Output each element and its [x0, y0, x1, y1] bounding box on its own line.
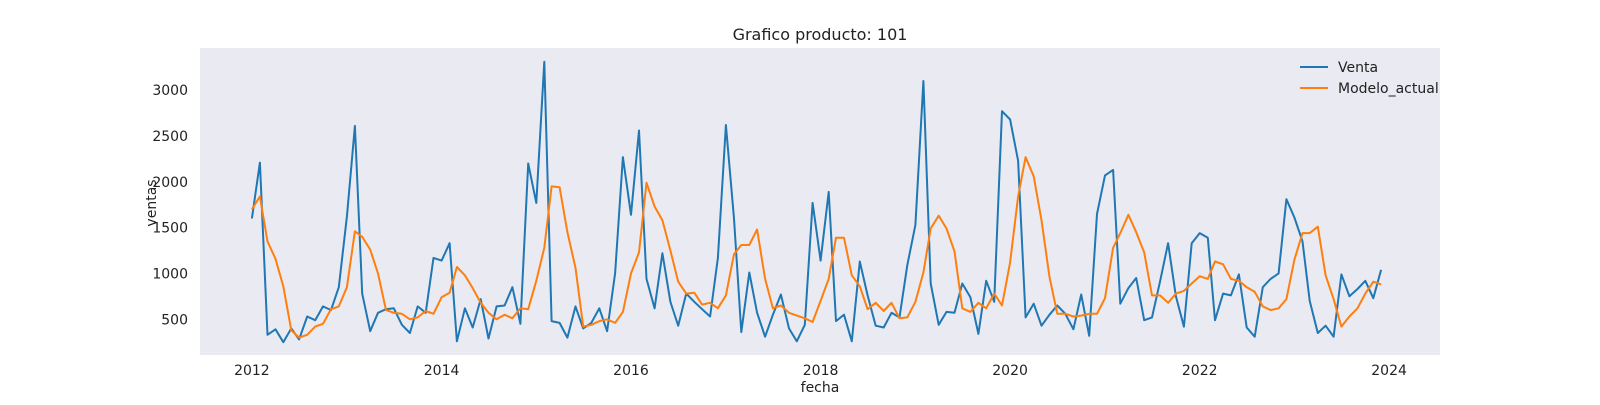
series-line-venta [250, 60, 1383, 344]
legend-label: Venta [1338, 60, 1378, 76]
x-tick-label: 2016 [613, 363, 649, 379]
x-tick-label: 2018 [803, 363, 839, 379]
y-tick-label: 2000 [152, 175, 188, 191]
chart-title: Grafico producto: 101 [733, 25, 908, 44]
x-axis-label: fecha [801, 380, 840, 396]
x-tick-label: 2022 [1182, 363, 1218, 379]
y-axis-label: ventas [144, 179, 160, 226]
y-tick-label: 2500 [152, 129, 188, 145]
y-tick-label: 1000 [152, 266, 188, 282]
y-tick-label: 3000 [152, 83, 188, 99]
x-tick-label: 2024 [1371, 363, 1407, 379]
legend: Venta Modelo_actual [1300, 60, 1439, 97]
x-tick-label: 2014 [424, 363, 460, 379]
x-tick-label: 2012 [234, 363, 270, 379]
x-tick-label: 2020 [992, 363, 1028, 379]
series-line-modelo-actual [251, 156, 1382, 339]
y-tick-label: 1500 [152, 221, 188, 237]
y-tick-label: 500 [161, 312, 188, 328]
legend-label: Modelo_actual [1338, 81, 1439, 97]
